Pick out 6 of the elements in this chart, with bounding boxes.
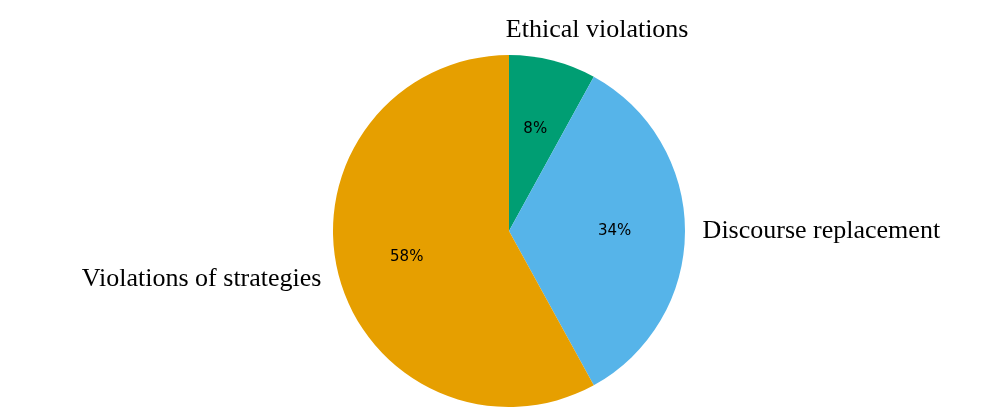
data-label: 34% bbox=[597, 220, 632, 239]
data-label: 58% bbox=[390, 247, 424, 266]
data-label: 8% bbox=[523, 118, 548, 137]
slice-label: Discourse replacement bbox=[702, 214, 941, 244]
slice-label: Violations of strategies bbox=[81, 262, 322, 292]
slice-label: Ethical violations bbox=[505, 14, 689, 44]
